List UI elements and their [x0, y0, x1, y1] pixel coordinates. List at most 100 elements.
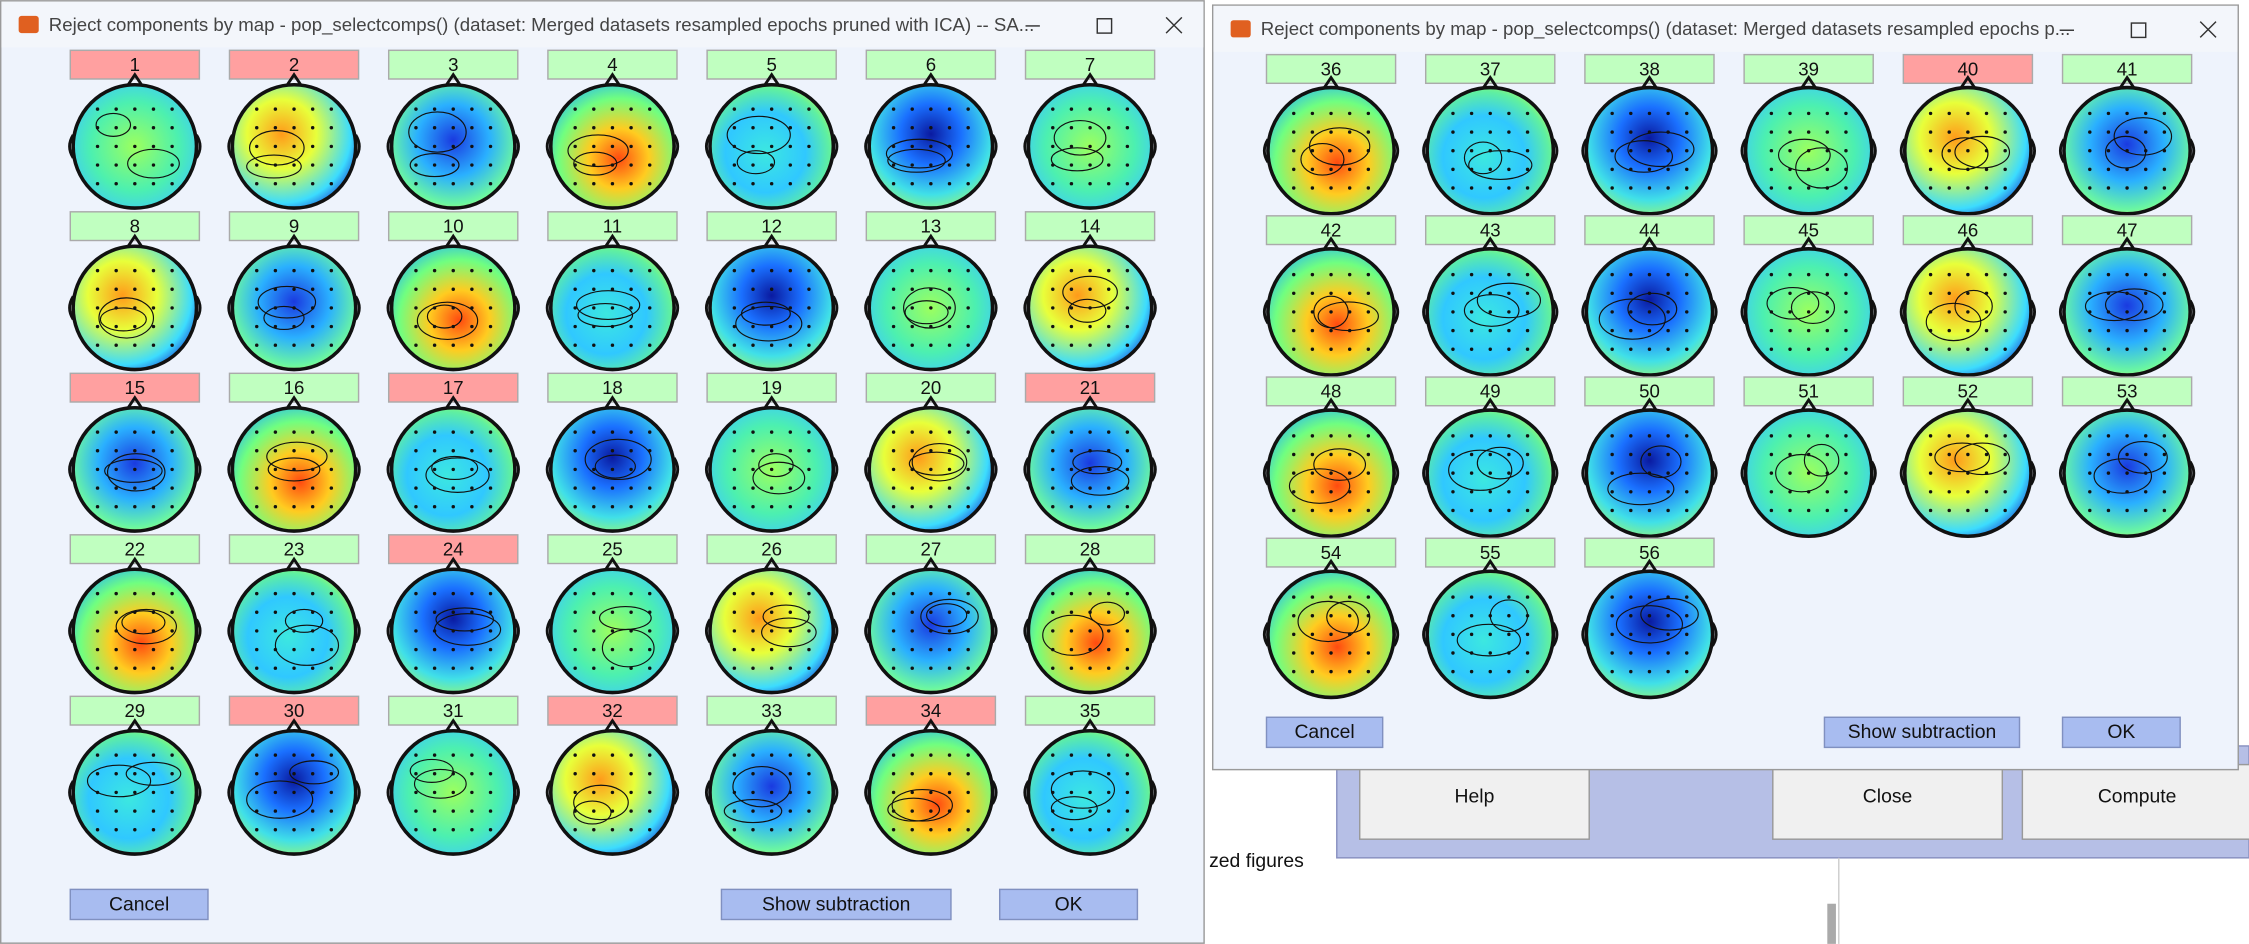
component-label[interactable]: 16	[284, 377, 305, 398]
contour	[416, 301, 479, 341]
component-label[interactable]: 7	[1085, 54, 1095, 75]
component-label[interactable]: 55	[1480, 542, 1501, 563]
component-label[interactable]: 13	[921, 216, 942, 237]
component-label[interactable]: 52	[1958, 381, 1979, 402]
component-label[interactable]: 41	[2117, 58, 2138, 79]
component-label[interactable]: 12	[761, 216, 782, 237]
component-label[interactable]: 2	[289, 54, 299, 75]
component-label[interactable]: 46	[1958, 220, 1979, 241]
electrode	[2144, 186, 2148, 190]
dialog-button-label[interactable]: Show subtraction	[1848, 721, 1997, 743]
dialog-button[interactable]	[2061, 716, 2181, 749]
dialog-button-label[interactable]: Show subtraction	[762, 893, 911, 915]
component-label[interactable]: 34	[921, 700, 942, 721]
component-label[interactable]: 26	[761, 539, 782, 560]
bg-button-label[interactable]: Compute	[2098, 786, 2177, 808]
component-label[interactable]: 19	[761, 377, 782, 398]
component-label[interactable]: 28	[1080, 539, 1101, 560]
component-button[interactable]	[1024, 211, 1156, 242]
dialog-button-label[interactable]: Cancel	[109, 893, 169, 915]
component-label[interactable]: 3	[448, 54, 458, 75]
component-label[interactable]: 32	[602, 700, 623, 721]
component-label[interactable]: 20	[921, 377, 942, 398]
component-label[interactable]: 53	[2117, 381, 2138, 402]
component-label[interactable]: 54	[1321, 542, 1342, 563]
close-icon[interactable]	[2199, 21, 2217, 38]
component-label[interactable]: 29	[124, 700, 145, 721]
dialog-button-label[interactable]: OK	[2107, 721, 2135, 743]
component-label[interactable]: 23	[284, 539, 305, 560]
component-label[interactable]: 24	[443, 539, 464, 560]
maximize-icon[interactable]	[1096, 18, 1113, 34]
dialog-button[interactable]	[720, 888, 952, 921]
component-label[interactable]: 51	[1798, 381, 1819, 402]
bg-button-label[interactable]: Close	[1863, 786, 1913, 808]
maximize-icon[interactable]	[2130, 22, 2147, 39]
component-label[interactable]: 14	[1080, 216, 1101, 237]
component-button[interactable]	[387, 534, 519, 565]
component-label[interactable]: 40	[1958, 58, 1979, 79]
electrode	[1125, 107, 1130, 111]
electrode	[151, 449, 156, 453]
component-label[interactable]: 50	[1639, 381, 1660, 402]
component-label[interactable]: 9	[289, 216, 299, 237]
electrode	[592, 486, 596, 490]
dialog-button[interactable]	[998, 888, 1139, 921]
component-label[interactable]: 5	[766, 54, 776, 75]
component-label[interactable]: 4	[607, 54, 617, 75]
component-label[interactable]: 35	[1080, 700, 1101, 721]
bg-button[interactable]	[1359, 763, 1590, 840]
component-label[interactable]: 1	[130, 54, 140, 75]
component-label[interactable]: 15	[124, 377, 145, 398]
component-label[interactable]: 43	[1480, 220, 1501, 241]
component-label[interactable]: 31	[443, 700, 464, 721]
contour	[95, 112, 132, 137]
electrode	[1647, 167, 1652, 172]
component-label[interactable]: 33	[761, 700, 782, 721]
electrode	[1610, 310, 1614, 314]
dialog-button[interactable]	[1823, 716, 2021, 749]
component-button[interactable]	[69, 695, 201, 726]
component-label[interactable]: 49	[1480, 381, 1501, 402]
component-label[interactable]: 17	[443, 377, 464, 398]
component-button[interactable]	[2061, 53, 2193, 85]
component-label[interactable]: 10	[443, 216, 464, 237]
component-label[interactable]: 8	[130, 216, 140, 237]
component-label[interactable]: 11	[603, 216, 622, 237]
component-label[interactable]: 56	[1639, 542, 1660, 563]
dialog-button[interactable]	[1265, 716, 1384, 749]
component-label[interactable]: 6	[926, 54, 936, 75]
dialog-button-label[interactable]: Cancel	[1294, 721, 1354, 743]
electrode	[1844, 347, 1848, 351]
component-label[interactable]: 45	[1798, 220, 1819, 241]
electrode	[1469, 613, 1474, 618]
electrode	[2106, 452, 2111, 457]
component-label[interactable]: 25	[602, 539, 623, 560]
component-label[interactable]: 36	[1321, 58, 1342, 79]
component-button[interactable]	[228, 211, 360, 242]
component-label[interactable]: 22	[124, 539, 145, 560]
electrode	[929, 430, 933, 434]
electrode	[1051, 790, 1055, 795]
component-label[interactable]: 30	[284, 700, 305, 721]
component-button[interactable]	[69, 49, 201, 80]
close-icon[interactable]	[1165, 16, 1183, 34]
component-label[interactable]: 21	[1080, 377, 1101, 398]
component-label[interactable]: 27	[921, 539, 942, 560]
electrode	[1347, 595, 1352, 599]
dialog-button[interactable]	[69, 888, 209, 921]
electrode	[273, 343, 278, 347]
component-label[interactable]: 47	[2117, 220, 2138, 241]
bg-button-label[interactable]: Help	[1455, 786, 1495, 808]
component-label[interactable]: 39	[1798, 58, 1819, 79]
component-label[interactable]: 37	[1480, 58, 1501, 79]
component-label[interactable]: 42	[1321, 220, 1342, 241]
electrode	[1366, 490, 1371, 494]
component-label[interactable]: 44	[1639, 220, 1660, 241]
bg-button[interactable]	[1772, 763, 2004, 840]
component-button[interactable]	[865, 372, 997, 403]
component-label[interactable]: 38	[1639, 58, 1660, 79]
component-label[interactable]: 18	[602, 377, 623, 398]
component-label[interactable]: 48	[1321, 381, 1342, 402]
dialog-button-label[interactable]: OK	[1055, 893, 1083, 915]
